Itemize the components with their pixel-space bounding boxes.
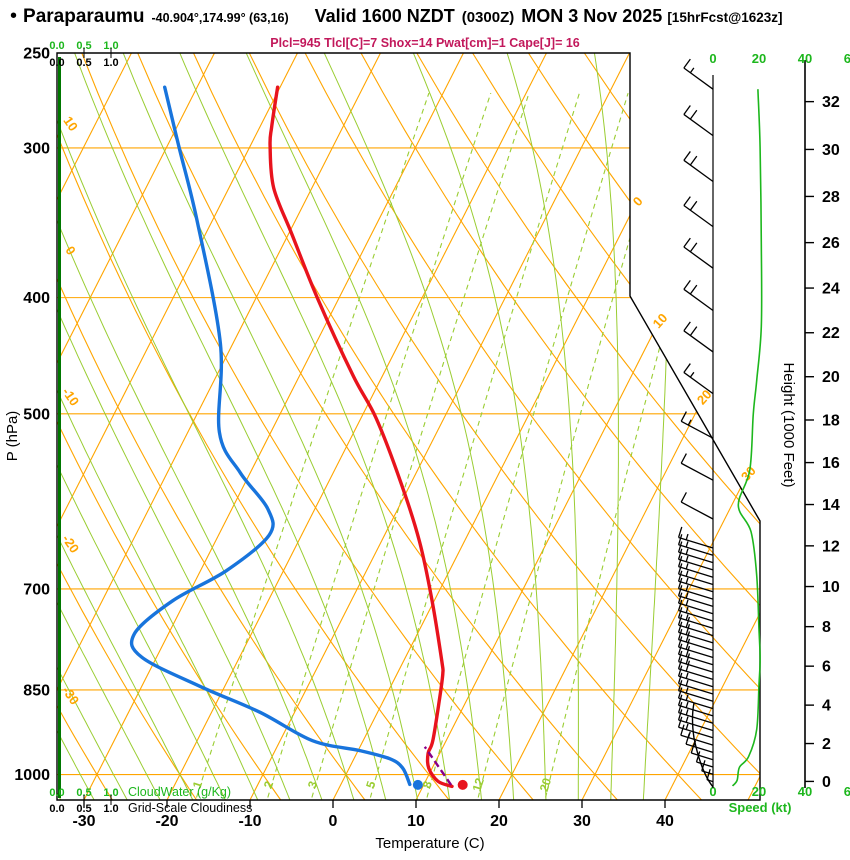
wind-barb-envelope [691, 702, 714, 788]
station-name: Paraparaumu [23, 6, 145, 27]
temperature-tick-label: 20 [490, 813, 508, 830]
height-tick-label: 6 [822, 659, 831, 676]
mixing-ratio-label: 1 [190, 779, 205, 790]
height-tick-label: 22 [822, 325, 840, 342]
background-grid [57, 53, 760, 800]
cloud-scale-top-label: 0.0 [49, 40, 64, 52]
temperature-axis-title: Temperature (C) [375, 835, 484, 852]
temperature-tick-label: 30 [573, 813, 591, 830]
temperature-tick-label: 40 [656, 813, 674, 830]
dry-adiabat-label: -10 [59, 385, 82, 409]
cloud-scale-top-label: 1.0 [103, 57, 118, 69]
pressure-tick-label: 500 [23, 406, 50, 423]
valid-time: Valid 1600 NZDT [314, 6, 455, 26]
cloud-scale-top-label: 1.0 [103, 40, 118, 52]
title-bar: • Paraparaumu -40.904°,174.99° (63,16) V… [10, 5, 783, 28]
cloud-scale-bottom-label: 0.5 [76, 803, 91, 815]
valid-time-utc: (0300Z) [461, 9, 515, 26]
wind-speed-curve [731, 89, 763, 787]
height-tick-label: 32 [822, 94, 840, 111]
cloud-scale-bottom-label: 1.0 [103, 803, 118, 815]
mixing-ratio-label: 8 [420, 779, 435, 790]
height-tick-label: 10 [822, 579, 840, 596]
cloud-scale-top-label: 0.5 [76, 40, 91, 52]
temperature-tick-label: -20 [155, 813, 178, 830]
surface-dewpoint-dot [412, 779, 423, 790]
dry-adiabat-label: -20 [59, 532, 82, 556]
cloud-scale-bottom-label: 0.0 [49, 787, 64, 799]
temperature-tick-label: -30 [72, 813, 95, 830]
height-tick-label: 18 [822, 412, 840, 429]
pressure-tick-label: 700 [23, 581, 50, 598]
mixing-ratio-label: 5 [363, 779, 378, 790]
pressure-tick-label: 250 [23, 46, 50, 63]
stability-indices-line: Plcl=945 Tlcl[C]=7 Shox=14 Pwat[cm]=1 Ca… [270, 36, 580, 50]
height-tick-label: 26 [822, 235, 840, 252]
temperature-tick-label: -10 [238, 813, 261, 830]
temperature-tick-label: 0 [329, 813, 338, 830]
pressure-axis-title: P (hPa) [4, 411, 21, 462]
station-bullet-icon: • [10, 5, 18, 27]
height-tick-label: 20 [822, 369, 840, 386]
dewpoint-curve [129, 85, 412, 787]
speed-tick-top: 60 [844, 51, 850, 66]
mixing-ratio-label: 12 [470, 776, 488, 793]
height-axis-title: Height (1000 Feet) [780, 362, 797, 487]
surface-temperature-dot [457, 779, 468, 790]
height-tick-label: 4 [822, 698, 831, 715]
temperature-curve [268, 85, 454, 789]
speed-tick-bottom: 20 [752, 784, 766, 799]
dry-adiabat-label: 10 [60, 113, 81, 133]
height-tick-label: 30 [822, 142, 840, 159]
cloud-scale-bottom-label: 0.5 [76, 787, 91, 799]
plot-border [56, 52, 761, 801]
mixing-ratio-label: 20 [537, 776, 555, 793]
height-tick-label: 28 [822, 189, 840, 206]
speed-axis-title: Speed (kt) [729, 800, 792, 815]
pressure-tick-label: 1000 [14, 767, 50, 784]
height-tick-label: 2 [822, 736, 831, 753]
height-tick-label: 12 [822, 538, 840, 555]
isotherm-label: 0 [630, 194, 646, 209]
cloudwater-axis-label: CloudWater (g/Kg) [128, 785, 231, 799]
speed-tick-top: 40 [798, 51, 812, 66]
isotherm-label: 20 [694, 387, 715, 408]
cloud-scale-bottom-label: 0.0 [49, 803, 64, 815]
height-tick-label: 0 [822, 774, 831, 791]
speed-tick-bottom: 60 [844, 784, 850, 799]
pressure-tick-label: 850 [23, 682, 50, 699]
height-tick-label: 8 [822, 619, 831, 636]
temperature-tick-label: 10 [407, 813, 425, 830]
valid-date: MON 3 Nov 2025 [521, 6, 663, 26]
cloud-scale-bottom-label: 1.0 [103, 787, 118, 799]
speed-tick-top: 20 [752, 51, 766, 66]
wind-barbs [677, 58, 714, 788]
dry-adiabat-label: -30 [59, 683, 82, 707]
mixing-ratio-label: 2 [261, 779, 276, 790]
pressure-tick-label: 300 [23, 140, 50, 157]
cloudiness-axis-label: Grid-Scale Cloudiness [128, 801, 252, 815]
pressure-tick-label: 400 [23, 290, 50, 307]
speed-tick-top: 0 [709, 51, 716, 66]
speed-tick-bottom: 0 [709, 784, 716, 799]
cloud-scale-top-label: 0.0 [49, 57, 64, 69]
speed-tick-bottom: 40 [798, 784, 812, 799]
cloud-scale-top-label: 0.5 [76, 57, 91, 69]
forecast-lead-tag: [15hrFcst@1623z] [667, 10, 783, 25]
isotherm-label: 10 [650, 310, 671, 331]
height-tick-label: 24 [822, 281, 840, 298]
dry-adiabat-label: 0 [62, 243, 78, 258]
height-tick-label: 16 [822, 455, 840, 472]
mixing-ratio-label: 3 [305, 779, 320, 790]
parcel-path [423, 746, 453, 786]
height-tick-label: 14 [822, 497, 840, 514]
station-coordinates: -40.904°,174.99° (63,16) [151, 11, 289, 25]
